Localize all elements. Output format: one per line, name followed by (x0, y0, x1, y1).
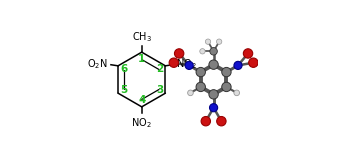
Text: NO$_2$: NO$_2$ (176, 57, 196, 71)
Circle shape (243, 49, 253, 58)
Text: CH$_3$: CH$_3$ (132, 30, 152, 44)
Circle shape (216, 39, 222, 44)
Text: 5: 5 (120, 85, 127, 95)
Circle shape (210, 48, 217, 55)
Text: 6: 6 (120, 64, 127, 74)
Circle shape (222, 82, 231, 92)
Circle shape (169, 58, 179, 67)
Circle shape (196, 82, 206, 92)
Circle shape (234, 90, 239, 96)
Circle shape (188, 90, 193, 96)
Circle shape (205, 39, 211, 44)
Circle shape (249, 58, 258, 67)
Circle shape (175, 49, 184, 58)
Text: 3: 3 (156, 85, 163, 95)
Text: O$_2$N: O$_2$N (87, 57, 108, 71)
Circle shape (222, 67, 231, 77)
Circle shape (200, 49, 205, 54)
Circle shape (217, 117, 226, 126)
Circle shape (209, 90, 218, 99)
Circle shape (210, 104, 218, 112)
Text: NO$_2$: NO$_2$ (131, 116, 152, 130)
Text: 1: 1 (138, 54, 145, 64)
Circle shape (209, 60, 218, 69)
Text: 2: 2 (156, 64, 163, 74)
Circle shape (185, 61, 193, 69)
Circle shape (196, 67, 206, 77)
Text: 4: 4 (138, 95, 145, 105)
Circle shape (234, 61, 242, 69)
Circle shape (201, 117, 211, 126)
